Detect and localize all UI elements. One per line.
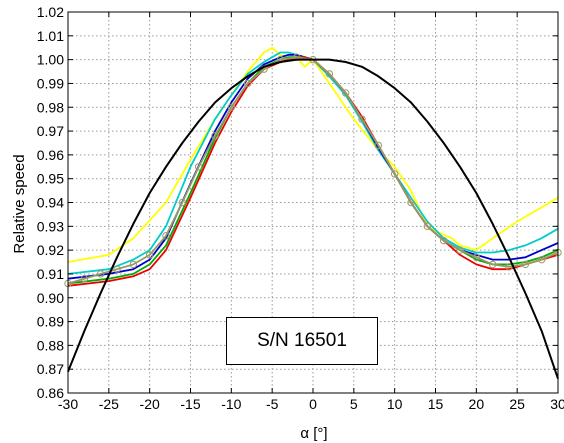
series-point-6 (211, 132, 219, 140)
series-point-6 (407, 198, 415, 207)
x-axis-label: α [°] (300, 425, 327, 442)
y-tick-label: 0.98 (37, 99, 64, 115)
x-tick-label: -10 (221, 396, 241, 412)
series-point-6 (113, 265, 121, 273)
axes (67, 11, 559, 394)
y-tick-label: 0.94 (37, 195, 64, 211)
y-tick-label: 0.91 (37, 266, 64, 282)
y-tick-labels: 0.86 0.87 0.88 0.89 0.90 0.91 0.92 0.93 0.94 0.95… (37, 4, 64, 401)
series-point-6 (227, 103, 236, 111)
x-tick-label: 30 (550, 396, 564, 412)
x-tick-label: 0 (309, 396, 317, 412)
y-tick-label: 0.92 (37, 242, 64, 258)
y-tick-label: 0.90 (37, 290, 64, 306)
x-tick-label: -5 (266, 396, 279, 412)
series-point-6 (374, 141, 383, 150)
series-point-6 (390, 170, 399, 178)
x-tick-label: 25 (509, 396, 525, 412)
series-point-6 (178, 198, 187, 207)
series-point-6 (145, 251, 154, 259)
plot-frame (67, 11, 559, 394)
series-point-6 (521, 260, 530, 269)
x-tick-label: 5 (350, 396, 358, 412)
series-point-6 (194, 163, 203, 171)
serial-number-annotation: S/N 16501 (226, 317, 378, 365)
y-tick-label: 1.01 (37, 28, 64, 44)
series-point-6 (358, 115, 366, 123)
y-tick-label: 0.99 (37, 75, 64, 91)
x-tick-labels: -30 -25 -20 -15 -10 -5 0 5 10 15 20 25 30 (58, 396, 564, 412)
series-point-6 (96, 270, 105, 278)
series-point-6 (488, 260, 497, 269)
serial-number-text: S/N 16501 (257, 330, 347, 351)
y-tick-label: 0.86 (37, 385, 64, 401)
y-tick-label: 1.02 (37, 4, 64, 20)
series-point-6 (423, 222, 432, 231)
series-point-6 (341, 89, 350, 97)
y-axis-label: Relative speed (11, 154, 28, 253)
y-tick-label: 0.88 (37, 337, 64, 353)
y-tick-label: 0.96 (37, 147, 64, 163)
series-point-6 (243, 79, 252, 88)
series-point-6 (325, 70, 334, 78)
series-line-7 (67, 58, 559, 380)
series-point-6 (439, 236, 448, 245)
x-tick-label: -30 (58, 396, 78, 412)
y-tick-label: 0.89 (37, 314, 64, 330)
x-tick-label: 20 (469, 396, 485, 412)
y-tick-label: 0.93 (37, 218, 64, 234)
series-point-6 (537, 255, 546, 264)
x-tick-label: 10 (387, 396, 403, 412)
x-tick-label: -20 (140, 396, 160, 412)
x-tick-label: -15 (180, 396, 200, 412)
series-point-6 (505, 263, 513, 271)
y-tick-label: 0.87 (37, 361, 64, 377)
series-point-6 (162, 232, 170, 240)
series-point-6 (80, 275, 89, 283)
y-tick-label: 0.95 (37, 171, 64, 187)
series-point-6 (129, 260, 138, 269)
series-layer (64, 46, 562, 380)
x-tick-label: 15 (428, 396, 444, 412)
y-tick-label: 1.00 (37, 52, 64, 68)
series-point-6 (456, 246, 464, 254)
series-point-6 (472, 253, 481, 261)
x-tick-label: -25 (99, 396, 119, 412)
y-tick-label: 0.97 (37, 123, 64, 139)
